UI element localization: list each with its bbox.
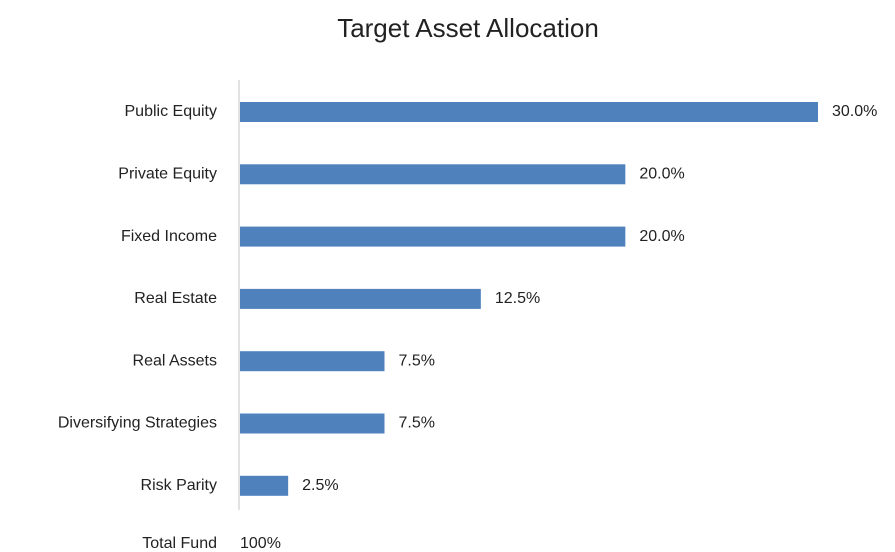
- bar: [240, 475, 289, 496]
- y-tick-label: Diversifying Strategies: [58, 415, 217, 432]
- value-label: 7.5%: [399, 415, 435, 432]
- chart-title: Target Asset Allocation: [337, 13, 599, 43]
- y-tick-label: Fixed Income: [121, 228, 217, 245]
- bar: [240, 288, 481, 309]
- value-label: 20.0%: [639, 166, 684, 183]
- bar: [240, 102, 818, 122]
- value-label: 30.0%: [832, 103, 877, 120]
- y-tick-label: Public Equity: [125, 103, 218, 120]
- y-tick-label: Real Estate: [134, 290, 217, 307]
- y-tick-label: Private Equity: [118, 166, 217, 183]
- total-label: Total Fund: [142, 535, 217, 552]
- value-label: 2.5%: [302, 477, 338, 494]
- bar: [240, 164, 626, 185]
- bar: [240, 351, 385, 372]
- bar: [240, 413, 385, 434]
- total-value-label: 100%: [240, 535, 281, 552]
- value-label: 7.5%: [399, 352, 435, 369]
- y-tick-label: Real Assets: [133, 352, 217, 369]
- value-label: 12.5%: [495, 290, 540, 307]
- value-label: 20.0%: [639, 228, 684, 245]
- bar: [240, 226, 626, 247]
- y-tick-label: Risk Parity: [141, 477, 217, 494]
